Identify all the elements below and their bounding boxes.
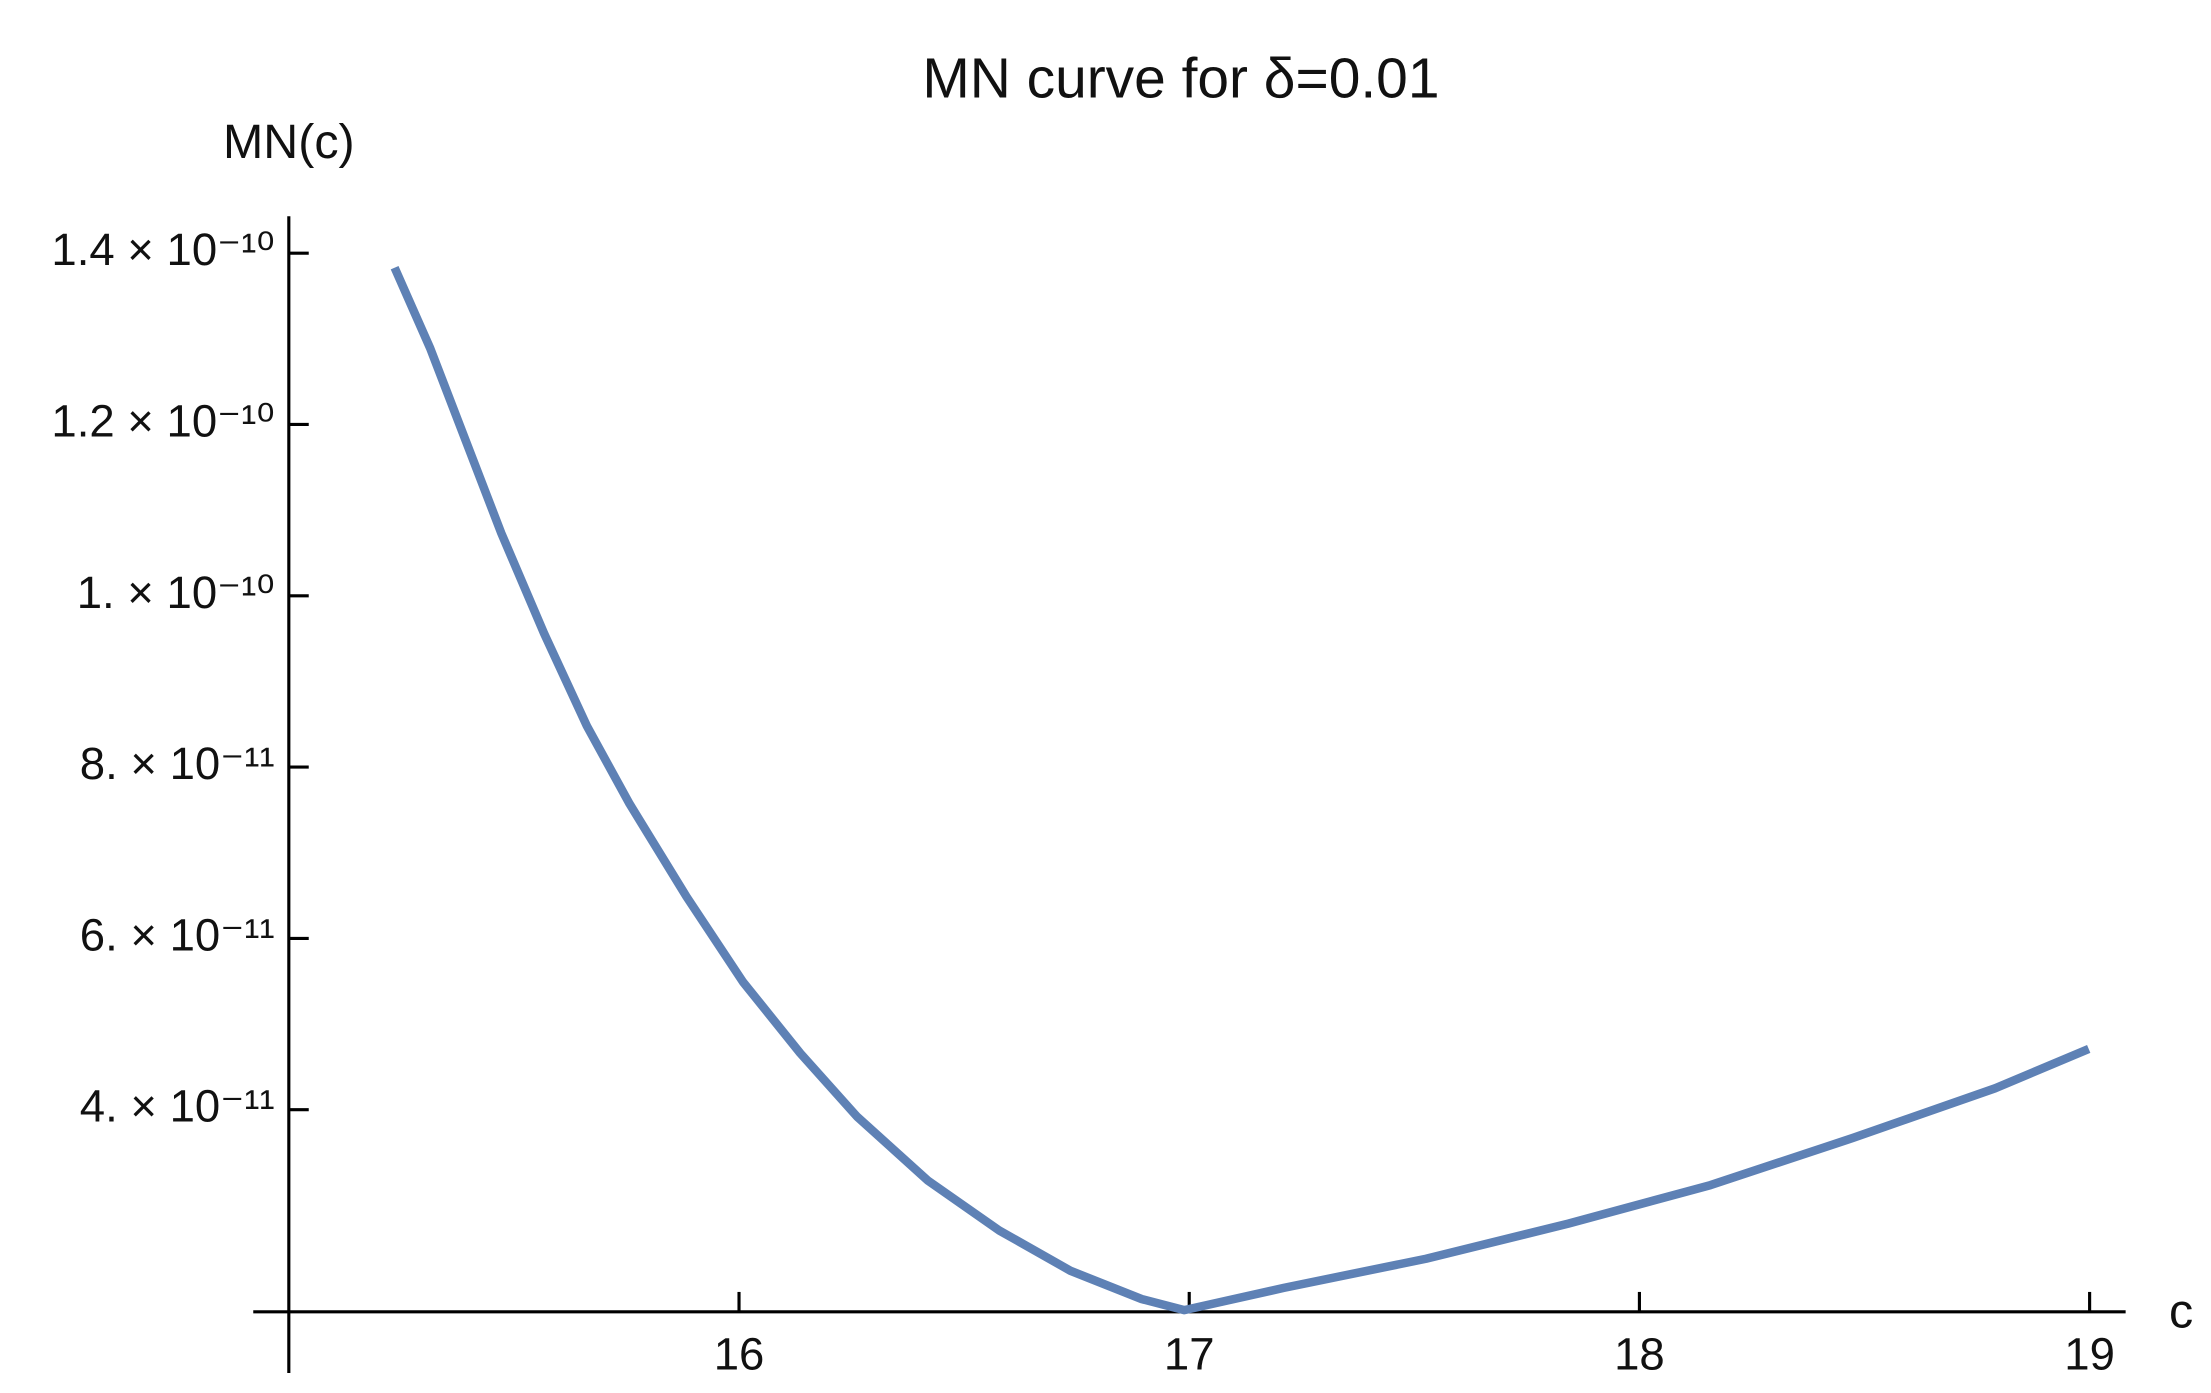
chart-title: MN curve for δ=0.01 xyxy=(922,47,1439,111)
y-tick-label: 4. × 10⁻¹¹ xyxy=(80,1081,275,1132)
x-axis-label: c xyxy=(2169,1284,2193,1338)
y-tick-label: 1.2 × 10⁻¹⁰ xyxy=(51,395,274,446)
y-tick-label: 1. × 10⁻¹⁰ xyxy=(77,567,275,618)
x-tick-label: 19 xyxy=(2064,1328,2115,1379)
y-tick-label: 6. × 10⁻¹¹ xyxy=(80,909,275,960)
y-tick-label: 8. × 10⁻¹¹ xyxy=(80,738,275,789)
x-tick-label: 16 xyxy=(714,1328,765,1379)
x-tick-label: 17 xyxy=(1164,1328,1215,1379)
line xyxy=(390,265,2091,1315)
y-axis-label: MN(c) xyxy=(223,115,355,169)
x-tick-label: 18 xyxy=(1614,1328,1665,1379)
y-tick-label: 1.4 × 10⁻¹⁰ xyxy=(51,224,274,275)
